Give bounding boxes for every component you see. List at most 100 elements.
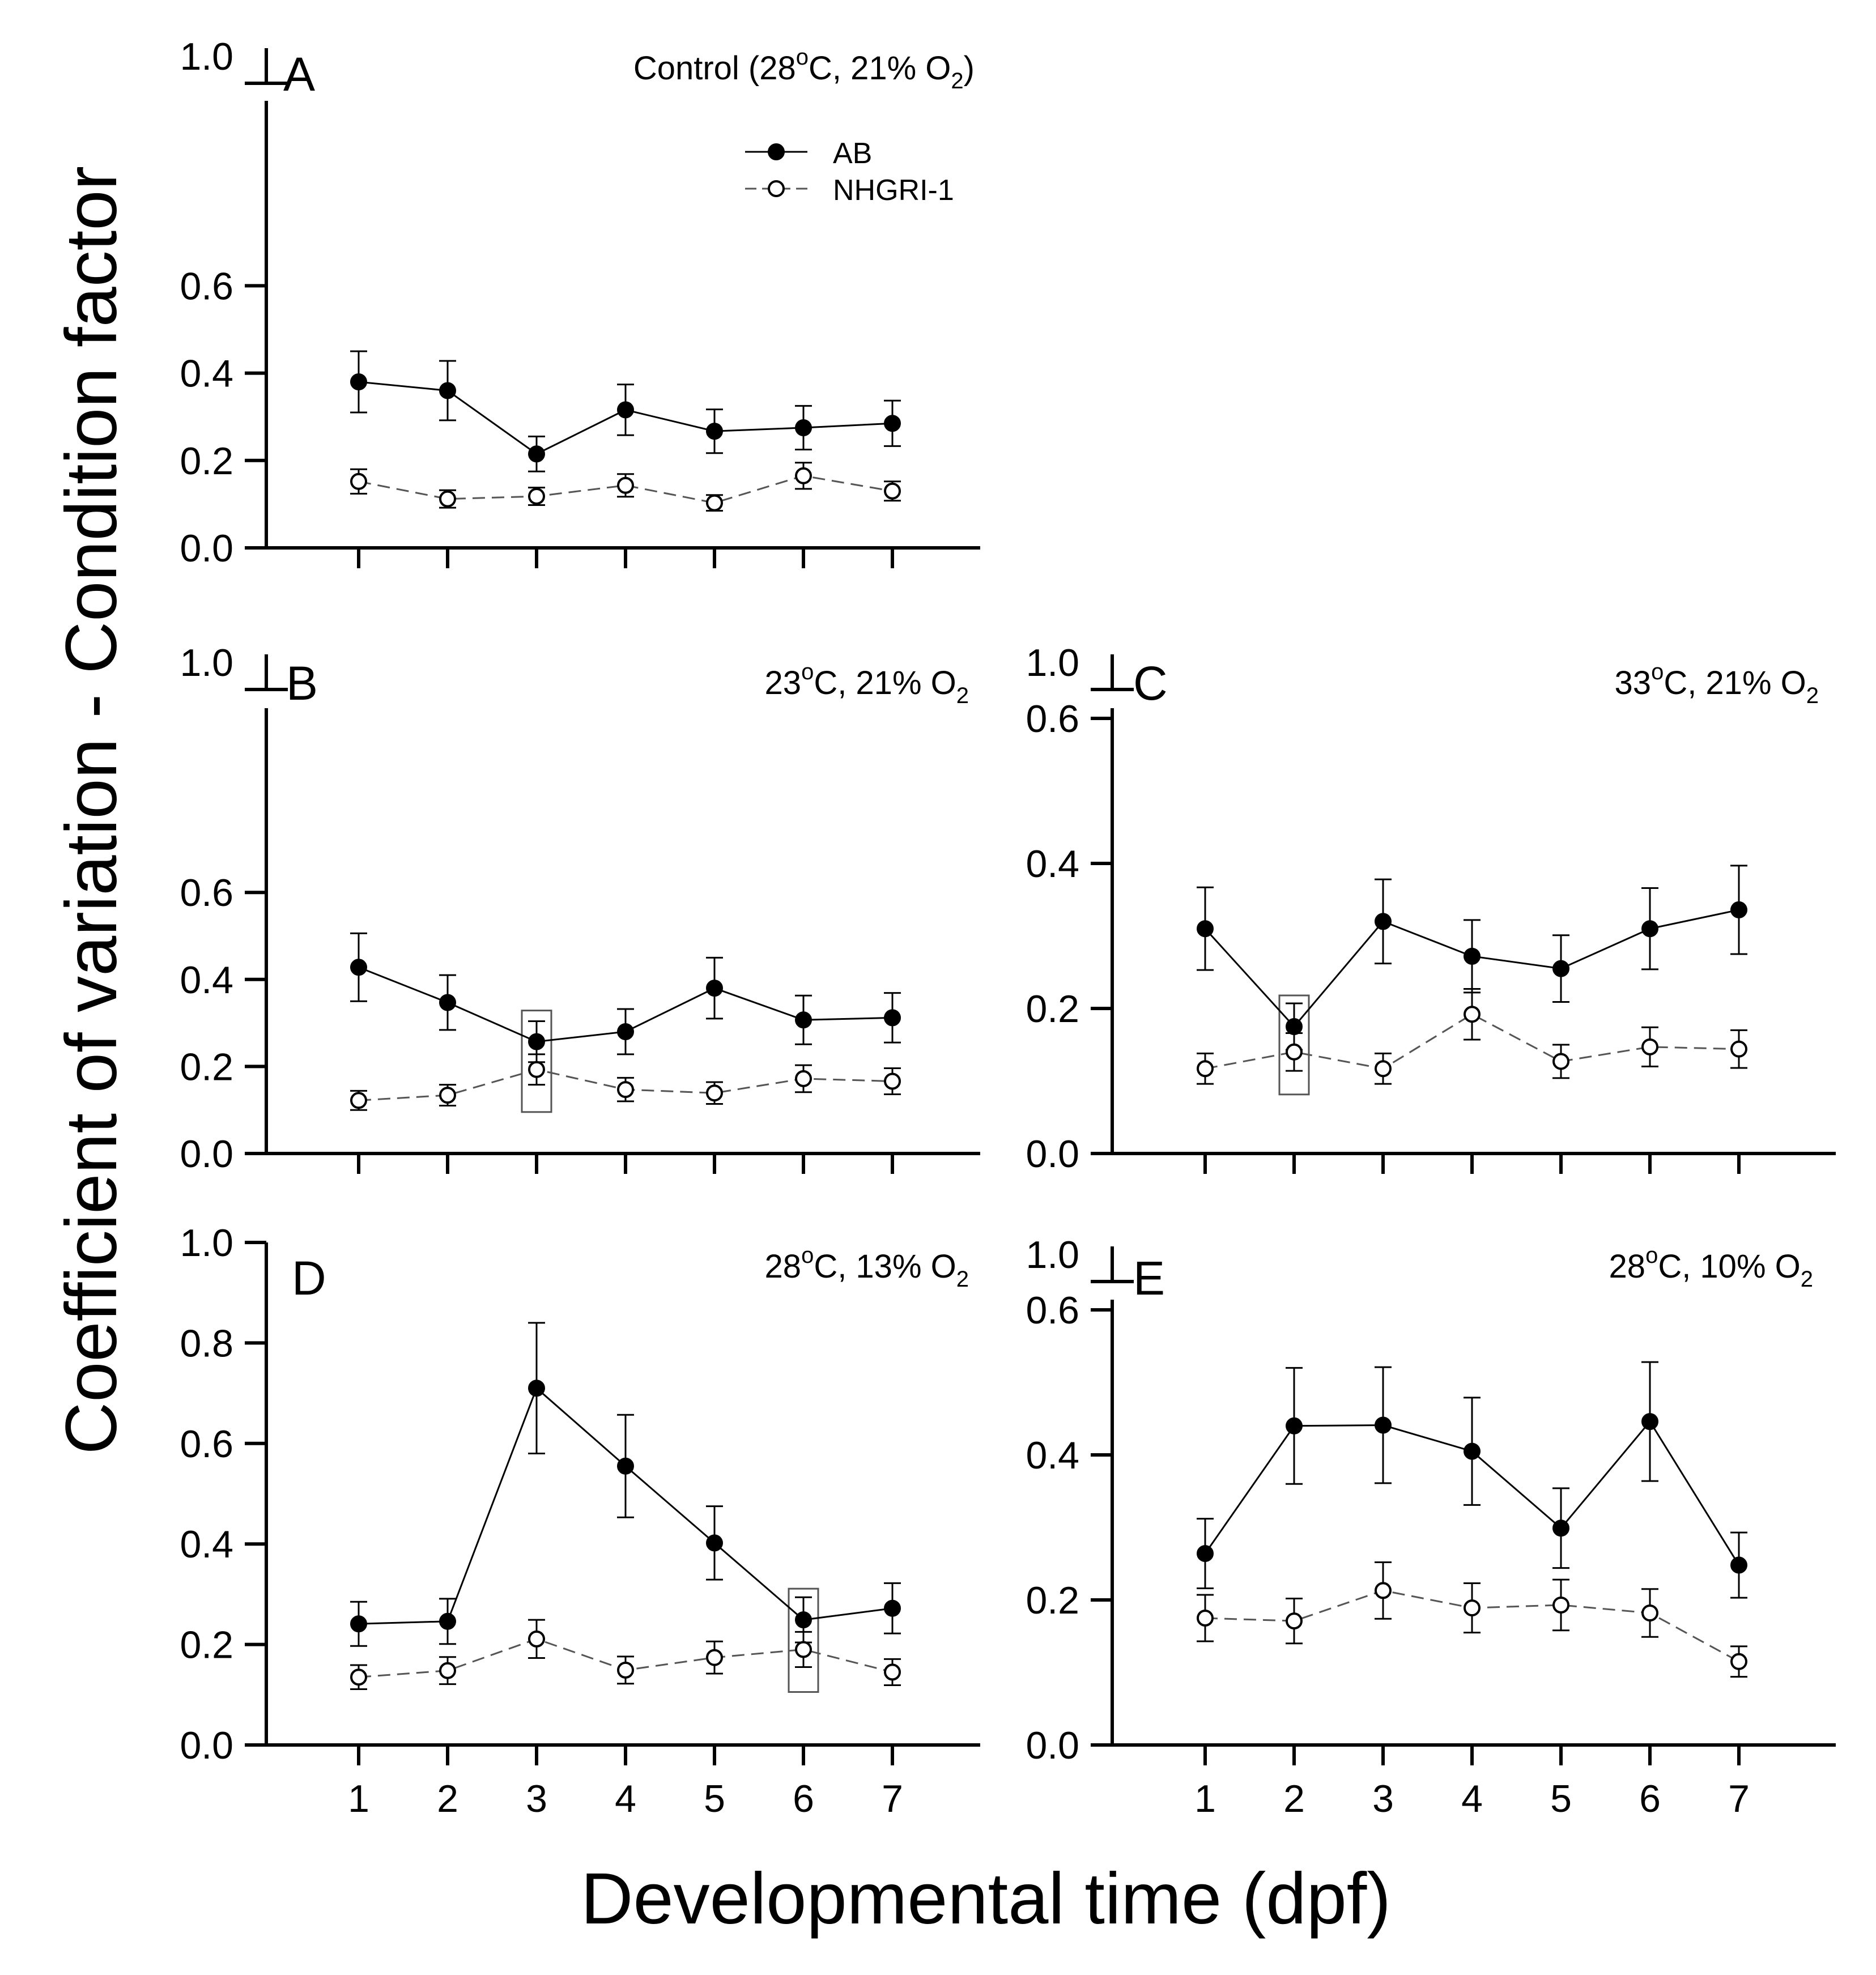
data-point-ab	[350, 1615, 367, 1633]
data-point-ab	[439, 994, 456, 1011]
panel-d: 0.0 0.2 0.4 0.6 0.8 1.0 1 2 3 4 5 6 7 D 28oC, 13% O2	[180, 1221, 980, 1820]
data-point-nhgri	[1464, 1599, 1481, 1617]
y-tick-label: 0.4	[180, 959, 233, 1002]
data-point-nhgri	[439, 1087, 456, 1104]
panels: 0.0 0.2 0.4 0.6 1.0 A Control (28oC, 21% O2) AB…	[180, 35, 1836, 1820]
x-tick-label: 6	[793, 1777, 814, 1820]
y-tick-label: 0.2	[1026, 1579, 1079, 1622]
legend-label-ab: AB	[833, 137, 872, 170]
x-tick-label: 3	[526, 1777, 547, 1820]
panel-title: 28oC, 13% O2	[765, 1243, 969, 1292]
data-point-nhgri	[617, 476, 634, 494]
x-tick-label: 4	[1461, 1777, 1483, 1820]
data-point-ab	[350, 959, 367, 976]
data-point-ab	[1730, 901, 1747, 918]
data-point-nhgri	[1286, 1043, 1303, 1061]
data-point-ab	[706, 1534, 723, 1552]
x-tick-label: 1	[348, 1777, 369, 1820]
y-tick-label: 1.0	[180, 641, 233, 684]
data-point-nhgri	[1552, 1596, 1569, 1614]
data-point-ab	[1286, 1417, 1303, 1435]
data-point-ab	[1375, 1416, 1392, 1434]
data-point-ab	[1375, 913, 1392, 930]
legend-marker-nhgri	[768, 180, 785, 197]
x-tick-label: 2	[437, 1777, 458, 1820]
data-point-nhgri	[350, 1668, 367, 1686]
y-tick-label: 0.0	[180, 527, 233, 570]
y-tick-label: 0.6	[1026, 697, 1079, 740]
data-point-ab	[528, 1380, 545, 1397]
y-tick-label: 0.4	[180, 1523, 233, 1566]
panel-a: 0.0 0.2 0.4 0.6 1.0 A Control (28oC, 21% O2) AB…	[180, 35, 980, 570]
data-point-nhgri	[1375, 1582, 1392, 1599]
data-point-nhgri	[706, 494, 723, 512]
data-point-nhgri	[884, 482, 901, 500]
data-point-ab	[439, 1612, 456, 1630]
data-point-ab	[1197, 1545, 1214, 1563]
data-point-nhgri	[884, 1072, 901, 1090]
y-tick-label: 0.6	[180, 265, 233, 308]
y-tick-label: 0.0	[180, 1724, 233, 1767]
y-tick-label: 0.0	[180, 1133, 233, 1176]
y-tick-label: 1.0	[1026, 641, 1079, 684]
data-point-nhgri	[1552, 1053, 1569, 1070]
legend: AB NHGRI-1	[745, 137, 954, 207]
y-tick-label: 0.2	[1026, 988, 1079, 1031]
data-point-ab	[884, 1599, 901, 1617]
legend-label-nhgri: NHGRI-1	[833, 174, 954, 207]
data-point-ab	[706, 423, 723, 440]
data-point-ab	[795, 1011, 812, 1029]
panel-letter: B	[286, 657, 318, 710]
x-tick-label: 7	[882, 1777, 903, 1820]
panel-b: 0.0 0.2 0.4 0.6 1.0 B 23oC, 21% O2	[180, 641, 980, 1176]
data-point-nhgri	[1730, 1040, 1747, 1058]
x-tick-label: 7	[1728, 1777, 1750, 1820]
data-point-ab	[1286, 1018, 1303, 1035]
y-tick-label: 0.6	[1026, 1289, 1079, 1332]
data-point-nhgri	[884, 1663, 901, 1681]
y-tick-label: 1.0	[180, 1221, 233, 1265]
data-point-ab	[350, 373, 367, 391]
data-point-ab	[1552, 960, 1569, 977]
data-point-nhgri	[350, 1092, 367, 1109]
data-point-nhgri	[795, 467, 812, 484]
data-point-ab	[617, 401, 634, 419]
panel-title: 33oC, 21% O2	[1615, 659, 1819, 708]
panel-letter: A	[283, 48, 315, 101]
data-point-nhgri	[439, 490, 456, 508]
panel-title: 28oC, 10% O2	[1609, 1243, 1813, 1292]
panel-title: 23oC, 21% O2	[765, 659, 969, 708]
data-point-nhgri	[617, 1661, 634, 1679]
y-tick-label: 0.4	[1026, 1434, 1079, 1477]
x-tick-label: 3	[1372, 1777, 1394, 1820]
data-point-ab	[528, 445, 545, 463]
data-point-nhgri	[1286, 1612, 1303, 1630]
data-point-ab	[884, 1009, 901, 1027]
x-tick-label: 5	[704, 1777, 725, 1820]
x-tick-label: 4	[615, 1777, 636, 1820]
x-tick-label: 6	[1639, 1777, 1661, 1820]
panel-letter: E	[1133, 1252, 1165, 1305]
data-point-nhgri	[350, 473, 367, 490]
y-tick-label: 1.0	[1026, 1233, 1079, 1276]
data-point-nhgri	[528, 1061, 545, 1078]
data-point-nhgri	[795, 1070, 812, 1087]
x-axis-title: Developmental time (dpf)	[581, 1858, 1391, 1939]
data-point-nhgri	[1375, 1060, 1392, 1078]
data-point-ab	[1464, 947, 1481, 965]
highlight-box	[1278, 994, 1310, 1096]
data-point-ab	[617, 1457, 634, 1475]
data-point-ab	[795, 1611, 812, 1629]
data-point-ab	[617, 1023, 634, 1040]
y-tick-label: 0.8	[180, 1322, 233, 1365]
data-point-ab	[528, 1033, 545, 1050]
y-tick-label: 0.0	[1026, 1133, 1079, 1176]
highlight-box	[521, 1010, 552, 1113]
data-point-ab	[1641, 920, 1658, 938]
data-point-nhgri	[1641, 1038, 1658, 1055]
data-point-nhgri	[528, 1630, 545, 1648]
y-tick-label: 1.0	[180, 35, 233, 78]
data-point-ab	[795, 419, 812, 436]
data-point-nhgri	[617, 1081, 634, 1099]
